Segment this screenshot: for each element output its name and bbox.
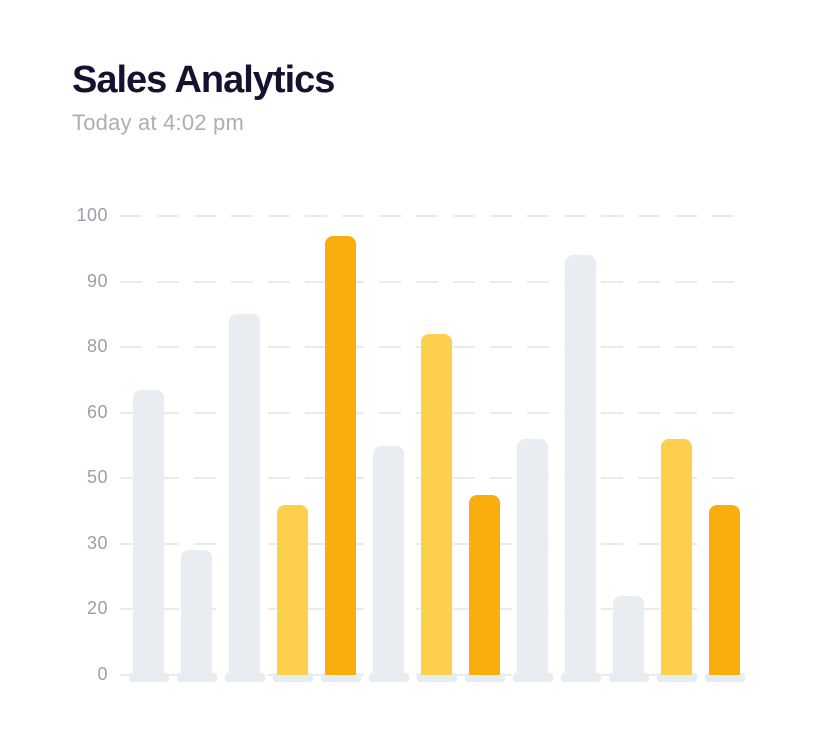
bar-slot-10 [560, 216, 601, 682]
chart-subtitle: Today at 4:02 pm [72, 110, 244, 135]
bar-11-muted[interactable] [613, 596, 644, 675]
bar-9-muted[interactable] [517, 438, 548, 675]
bar-slot-6 [368, 216, 409, 682]
bar-8-orange[interactable] [469, 494, 500, 675]
bar-7-yellow[interactable] [421, 334, 452, 675]
bar-10-muted[interactable] [565, 255, 596, 675]
gridline-100 [120, 215, 748, 217]
bar-pedestal-7 [416, 673, 457, 682]
bar-pedestal-10 [560, 673, 601, 682]
plot-area [120, 215, 748, 682]
y-tick-label-0: 0 [97, 664, 108, 685]
bar-pedestal-4 [272, 673, 313, 682]
y-axis-labels: 100 90 80 60 50 30 20 0 [60, 205, 108, 684]
y-tick-label-30: 30 [86, 532, 108, 553]
bar-pedestal-5 [320, 673, 361, 682]
bar-12-yellow[interactable] [661, 438, 692, 675]
bar-slot-11 [608, 216, 649, 682]
bar-pedestal-2 [176, 673, 217, 682]
bar-2-muted[interactable] [181, 550, 212, 675]
y-tick-label-90: 90 [86, 270, 108, 291]
bar-chart: 100 90 80 60 50 30 20 0 [0, 205, 832, 696]
bar-1-muted[interactable] [133, 389, 164, 675]
bar-slot-13 [704, 216, 745, 682]
bar-slot-12 [656, 216, 697, 682]
bar-pedestal-8 [464, 673, 505, 682]
gridline-90 [120, 280, 748, 283]
bar-slot-3 [224, 216, 265, 682]
bar-slot-1 [128, 216, 169, 682]
bar-slot-5 [320, 216, 361, 682]
bar-pedestal-12 [656, 673, 697, 682]
bar-pedestal-11 [608, 673, 649, 682]
bar-6-muted[interactable] [373, 445, 404, 675]
chart-header: Sales Analytics Today at 4:02 pm [72, 58, 335, 136]
y-tick-label-80: 80 [86, 336, 108, 357]
bar-4-yellow[interactable] [277, 504, 308, 675]
bar-pedestal-1 [128, 673, 169, 682]
bar-pedestal-13 [704, 673, 745, 682]
bar-pedestal-3 [224, 673, 265, 682]
bar-pedestal-6 [368, 673, 409, 682]
y-tick-label-60: 60 [86, 401, 108, 422]
bar-slot-7 [416, 216, 457, 682]
bar-13-orange[interactable] [709, 504, 740, 675]
bar-3-muted[interactable] [229, 314, 260, 675]
bar-5-orange[interactable] [325, 235, 356, 675]
y-tick-label-50: 50 [86, 467, 108, 488]
bar-slot-8 [464, 216, 505, 682]
bar-pedestal-9 [512, 673, 553, 682]
y-tick-label-100: 100 [76, 205, 108, 226]
bar-slot-2 [176, 216, 217, 682]
y-tick-label-20: 20 [86, 598, 108, 619]
bar-slot-4 [272, 216, 313, 682]
chart-title: Sales Analytics [72, 59, 335, 101]
bar-slot-9 [512, 216, 553, 682]
